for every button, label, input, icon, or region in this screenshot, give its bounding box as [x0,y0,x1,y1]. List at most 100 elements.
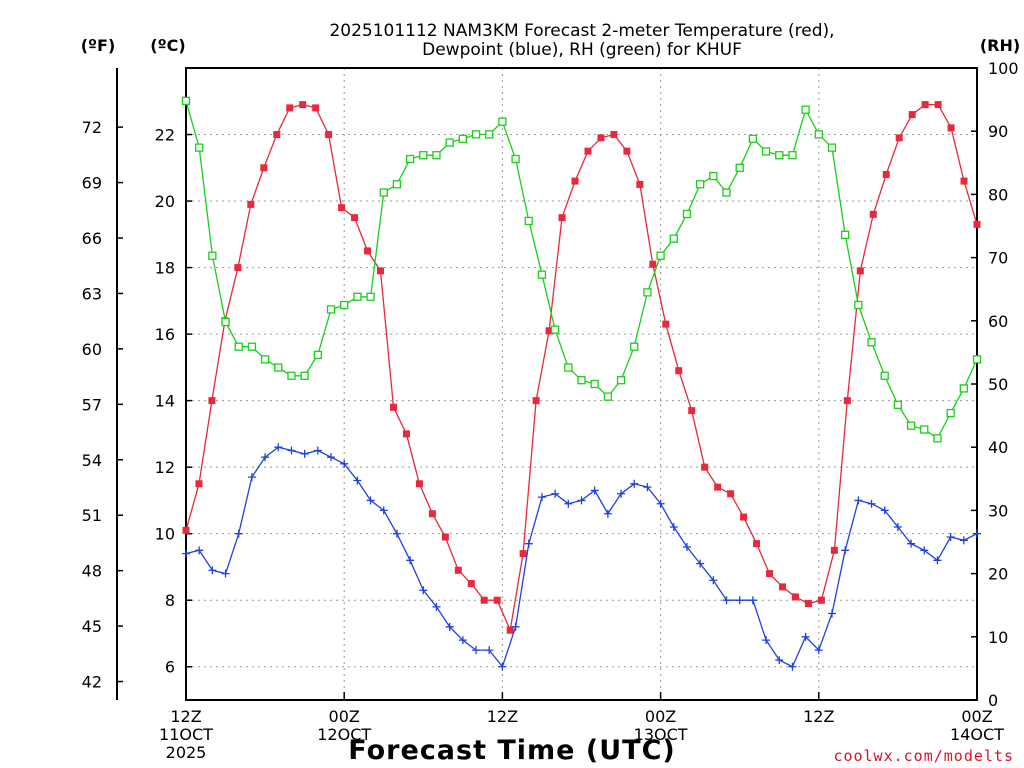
dewpoint-point [907,539,916,548]
dewpoint-point [696,559,705,568]
rh-tick-label: 50 [988,375,1008,394]
2-meter-temperature-point [182,526,190,534]
dewpoint-point [735,596,744,605]
2-meter-temperature-point [714,483,722,491]
rh-tick-label: 20 [988,565,1008,584]
2-meter-temperature-point [377,267,385,275]
relative-humidity-point [748,134,758,143]
2-meter-temperature-point [519,550,527,558]
dewpoint-point [603,509,612,518]
relative-humidity-point [827,143,837,152]
relative-humidity-point [788,151,797,160]
relative-humidity-point [405,154,415,164]
relative-humidity-point [195,143,204,152]
2-meter-temperature-point [727,490,735,498]
time-tick-label: 13OCT [634,725,688,744]
relative-humidity-point [920,425,929,434]
relative-humidity-point [287,371,296,380]
2-meter-temperature-point [623,147,631,155]
relative-humidity-point [722,188,731,197]
2-meter-temperature-series [182,101,981,634]
2-meter-temperature-point [286,104,294,112]
2-meter-temperature-point [506,626,514,634]
2-meter-temperature-point [545,327,553,335]
celsius-tick-label: 16 [155,325,175,344]
relative-humidity-point [801,105,810,114]
2-meter-temperature-point [778,583,786,591]
dewpoint-line [185,446,978,669]
dewpoint-point [353,476,362,485]
2-meter-temperature-point [338,204,346,212]
dewpoint-point [458,636,467,645]
relative-humidity-point [893,400,903,410]
dewpoint-point [261,453,270,462]
dewpoint-point [300,449,309,458]
2-meter-temperature-point [467,580,475,588]
2-meter-temperature-point [934,101,942,109]
2-meter-temperature-point [584,147,592,155]
celsius-tick-label: 8 [165,591,175,610]
dewpoint-point [709,576,718,585]
dewpoint-point [472,646,481,655]
dewpoint-point [630,479,639,488]
2-meter-temperature-point [597,134,605,142]
dewpoint-point [748,596,757,605]
dewpoint-point [867,499,876,508]
2-meter-temperature-point [428,510,436,518]
relative-humidity-point [537,270,547,279]
relative-humidity-point [247,342,257,351]
rh-tick-label: 70 [988,249,1008,268]
dewpoint-point [590,486,599,495]
dewpoint-point [973,529,981,538]
relative-humidity-point [696,180,705,189]
2-meter-temperature-point [480,596,488,604]
relative-humidity-point [274,363,283,372]
time-tick-label: 11OCT [159,725,213,744]
relative-humidity-point [656,251,665,260]
fahrenheit-tick-label: 60 [82,340,102,359]
dewpoint-point [762,636,771,645]
relative-humidity-point [814,130,823,139]
2-meter-temperature-point [895,134,903,142]
dewpoint-point [959,536,968,545]
relative-humidity-point [709,171,718,181]
relative-humidity-point [933,434,942,443]
rh-tick-label: 0 [988,691,998,710]
relative-humidity-point [313,350,322,360]
2-meter-temperature-point [675,367,683,375]
dewpoint-point [406,556,415,565]
relative-humidity-point [630,342,639,351]
celsius-tick-label: 10 [155,525,175,544]
relative-humidity-point [366,292,375,301]
2-meter-temperature-point [325,131,333,139]
dewpoint-point [419,586,428,595]
relative-humidity-point [867,338,876,347]
celsius-tick-label: 14 [155,392,175,411]
relative-humidity-point [775,151,784,160]
dewpoint-point [933,556,942,565]
relative-humidity-point [906,421,916,430]
chart-title-line-2: Dewpoint (blue), RH (green) for KHUF [422,40,742,60]
fahrenheit-tick-label: 42 [82,673,102,692]
2-meter-temperature-point [947,124,955,132]
relative-humidity-point [221,317,230,327]
rh-unit-label: (RH) [980,36,1020,55]
2-meter-temperature-point [882,170,890,178]
dewpoint-point [920,546,929,555]
relative-humidity-point [972,355,982,364]
dewpoint-point [445,622,454,631]
dewpoint-point [195,546,204,555]
time-tick-label: 2025 [166,743,207,762]
relative-humidity-point [841,230,850,239]
dewpoint-point [854,496,863,505]
relative-humidity-point [735,163,744,173]
relative-humidity-series [181,96,982,443]
2-meter-temperature-point [973,220,981,228]
2-meter-temperature-point [273,131,281,139]
time-tick-label: 00Z [961,707,992,726]
relative-humidity-point [353,292,362,301]
relative-humidity-point [379,188,388,197]
relative-humidity-point [181,96,191,106]
